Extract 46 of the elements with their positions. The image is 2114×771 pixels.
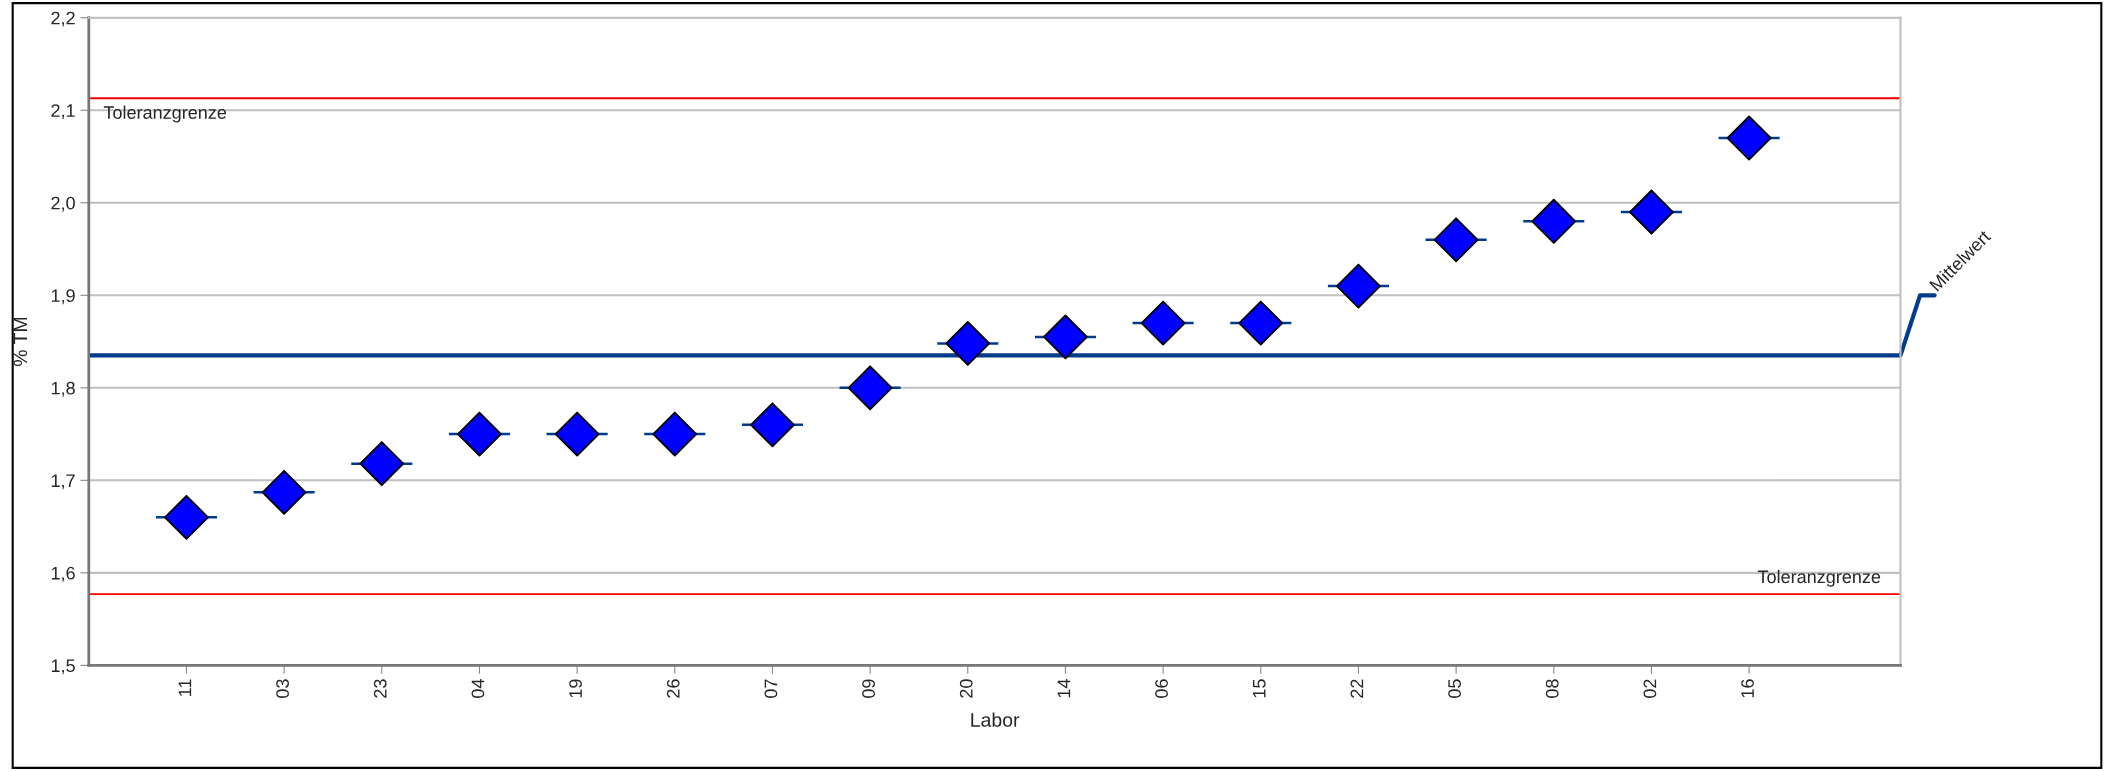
point [554,411,600,457]
point [1726,115,1772,161]
y-tick-label: 2,1 [51,104,75,120]
x-tick-label: 15 [1253,679,1266,698]
x-tick-label: 05 [1448,679,1461,698]
x-tick-label: 14 [1057,679,1071,698]
x-axis-title: Labor [971,712,1020,727]
point [359,441,405,487]
y-tick-label: 1,6 [51,566,75,582]
ref-line-label: Toleranzgrenze [1757,569,1881,587]
x-tick-label: 22 [1350,679,1364,698]
x-tick-label: 23 [373,679,387,698]
point [457,411,502,457]
y-tick-label: 1,9 [51,289,75,305]
point [1531,198,1577,244]
x-tick-label: 16 [1741,679,1754,698]
x-tick-label: 19 [569,679,582,698]
point [652,411,698,457]
ref-line-label: Toleranzgrenze [103,105,227,123]
point [164,494,209,540]
x-tick-label: 09 [862,679,875,698]
x-tick-label: 20 [959,679,973,698]
y-tick-label: 1,7 [51,474,75,490]
y-tick-label: 1,8 [51,381,75,397]
point [1336,263,1381,309]
point [945,320,991,366]
point [1433,217,1479,263]
y-tick-label: 1,5 [51,659,75,675]
x-tick-label: 06 [1155,679,1168,698]
point [847,365,893,411]
x-tick-label: 02 [1643,679,1657,698]
y-tick-label: 2,2 [51,11,75,27]
point [1238,300,1284,346]
point [1043,314,1088,360]
x-tick-label: 03 [276,679,289,698]
y-axis-title: % TM [13,317,28,367]
point [1140,300,1186,346]
x-tick-label: 07 [764,679,778,698]
point [750,402,795,448]
x-tick-label: 26 [666,679,680,698]
x-tick-label: 11 [178,679,192,696]
x-tick-label: 04 [471,679,485,698]
point [1629,189,1674,235]
x-tick-label: 08 [1545,679,1559,698]
y-tick-label: 2,0 [51,196,75,212]
point [261,469,307,515]
